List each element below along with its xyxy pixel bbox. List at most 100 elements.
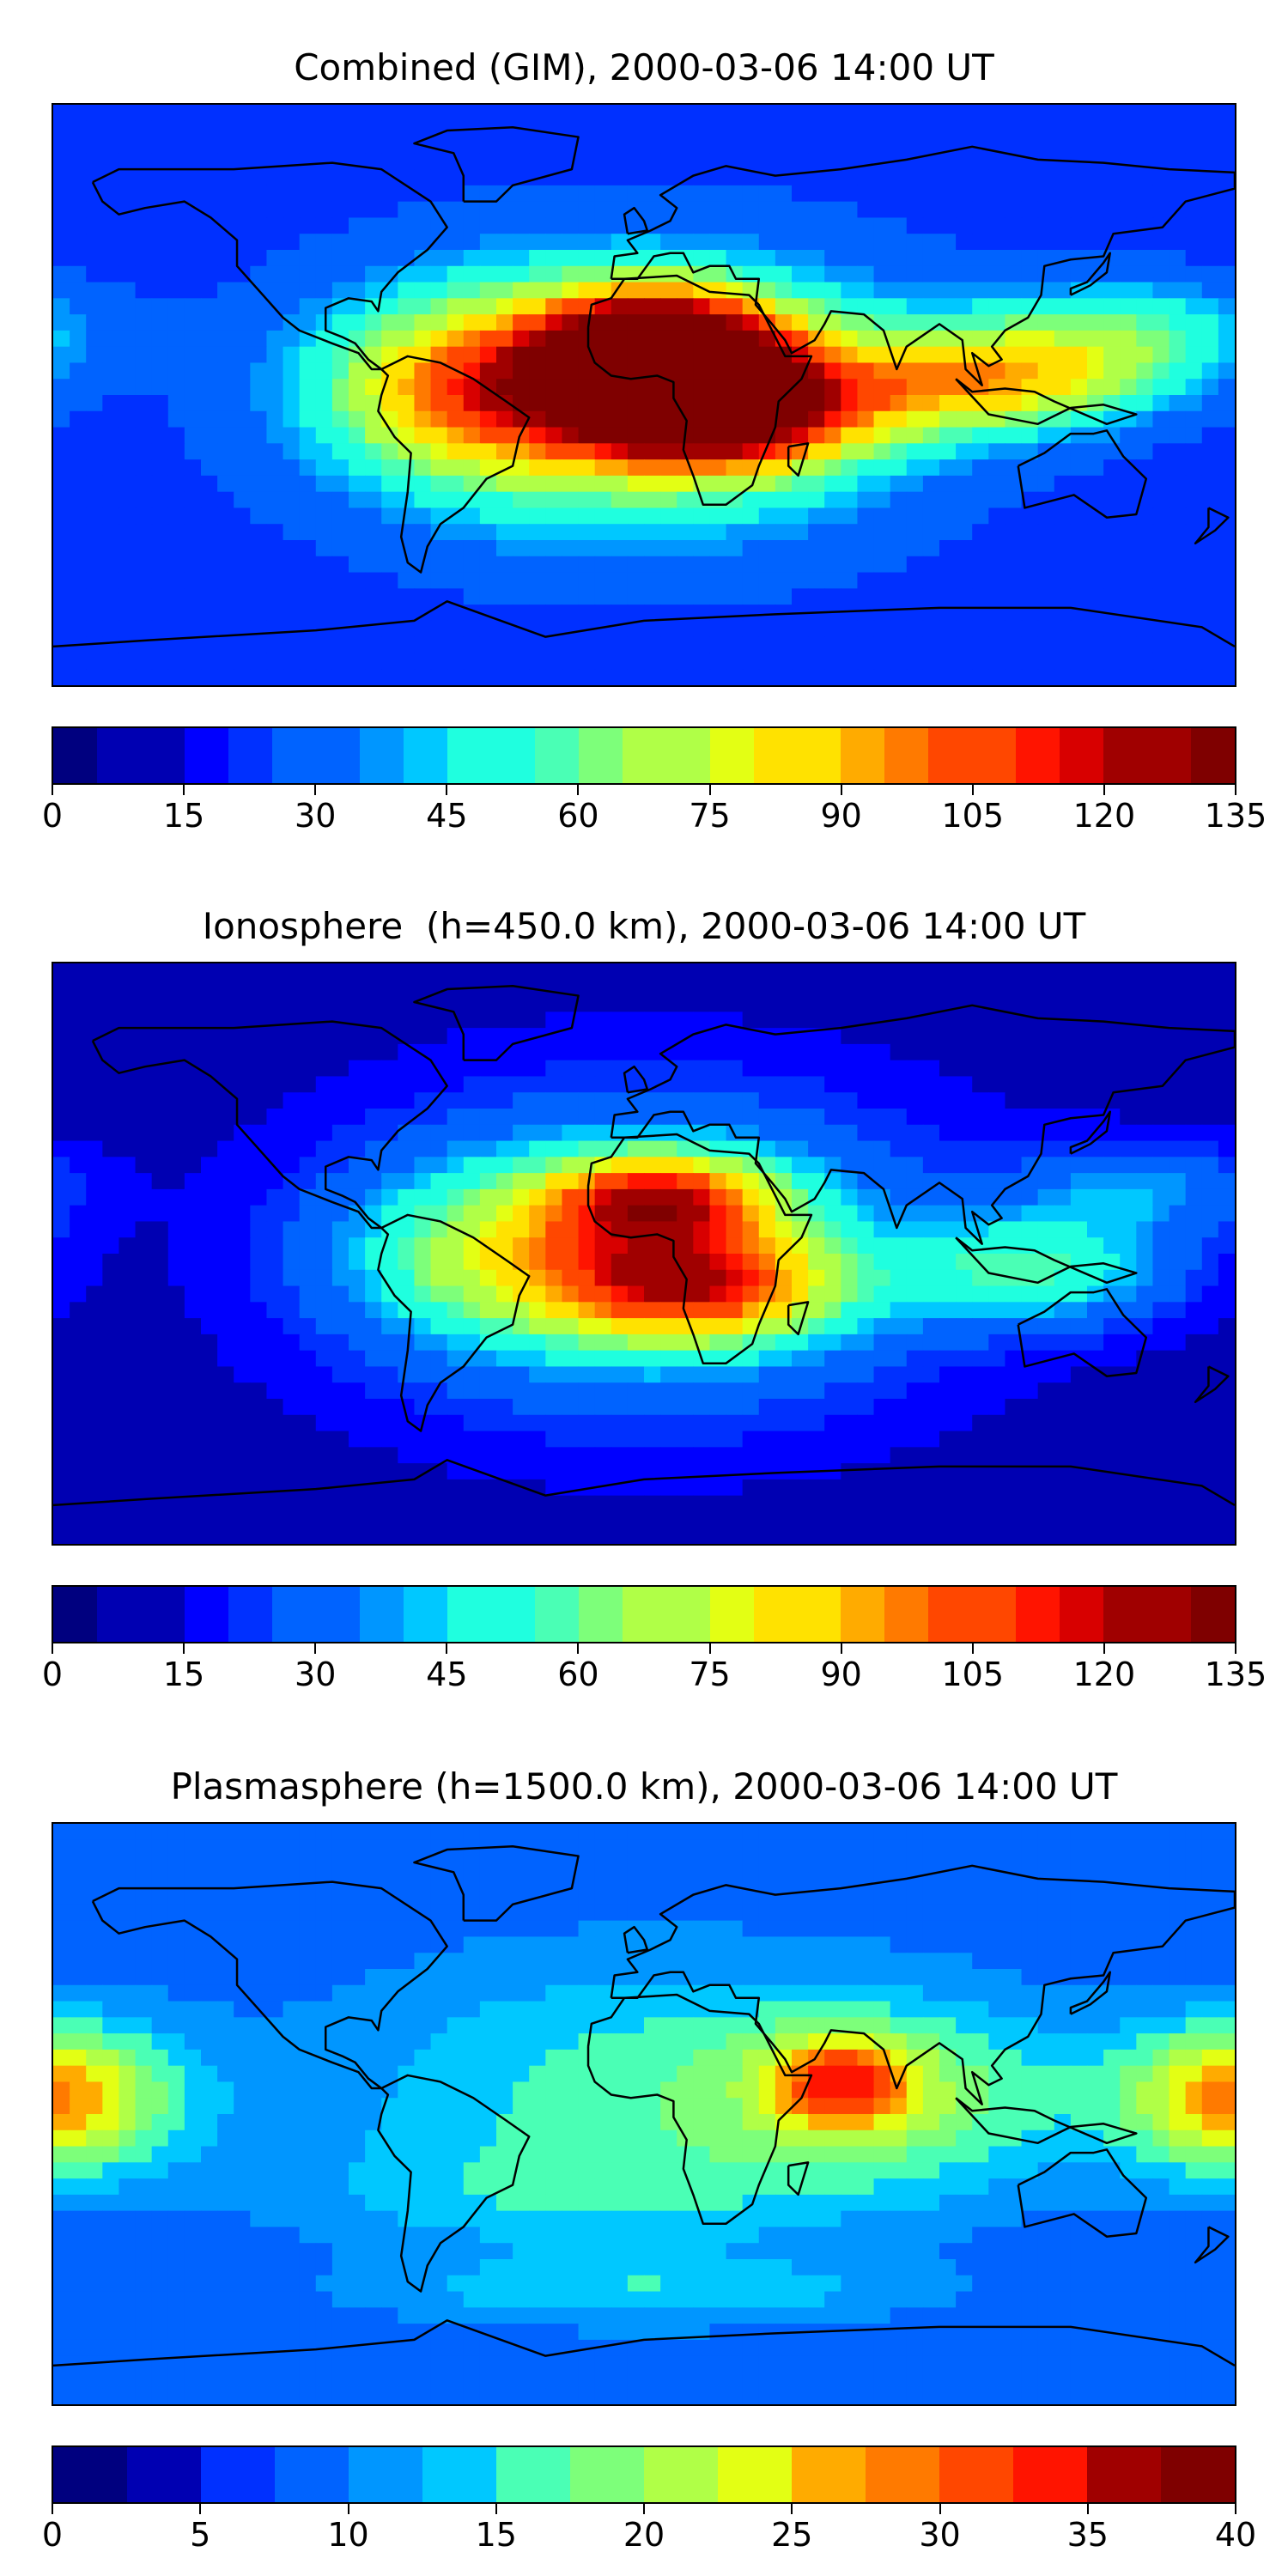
contour-cell bbox=[86, 669, 103, 685]
contour-cell bbox=[644, 507, 661, 525]
contour-cell bbox=[430, 1157, 448, 1174]
contour-cell bbox=[266, 330, 284, 348]
contour-cell bbox=[135, 1012, 153, 1029]
contour-cell bbox=[1103, 1140, 1121, 1157]
contour-cell bbox=[677, 995, 694, 1012]
contour-cell bbox=[283, 169, 301, 186]
contour-cell bbox=[1185, 1254, 1203, 1271]
contour-cell bbox=[693, 427, 711, 444]
contour-cell bbox=[167, 1414, 185, 1432]
colorbar-segment bbox=[972, 728, 1017, 783]
contour-cell bbox=[890, 362, 908, 380]
contour-cell bbox=[1087, 1399, 1104, 1416]
contour-cell bbox=[398, 298, 416, 315]
contour-cell bbox=[151, 234, 169, 251]
contour-cell bbox=[726, 1399, 744, 1416]
contour-cell bbox=[792, 1334, 809, 1352]
contour-cell bbox=[1169, 540, 1187, 557]
contour-cell bbox=[693, 410, 711, 428]
contour-cell bbox=[151, 1157, 169, 1174]
contour-cell bbox=[1218, 410, 1235, 428]
contour-cell bbox=[939, 282, 957, 299]
contour-cell bbox=[53, 137, 70, 154]
contour-cell bbox=[135, 507, 153, 525]
contour-cell bbox=[906, 459, 924, 477]
contour-cell bbox=[1185, 1188, 1203, 1206]
contour-cell bbox=[496, 963, 513, 981]
contour-cell bbox=[1120, 298, 1137, 315]
contour-cell bbox=[742, 459, 760, 477]
contour-cell bbox=[1152, 105, 1170, 122]
contour-cell bbox=[447, 1318, 465, 1335]
contour-cell bbox=[1218, 379, 1235, 396]
contour-cell bbox=[775, 588, 793, 605]
contour-cell bbox=[890, 120, 908, 138]
contour-cell bbox=[890, 314, 908, 331]
contour-cell bbox=[299, 669, 317, 685]
contour-cell bbox=[939, 556, 957, 574]
contour-cell bbox=[118, 185, 137, 203]
contour-cell bbox=[660, 234, 677, 251]
contour-cell bbox=[1201, 120, 1219, 138]
contour-cell bbox=[972, 1382, 989, 1400]
colorbar-segment bbox=[1147, 728, 1192, 783]
contour-cell bbox=[726, 234, 744, 251]
contour-cell bbox=[1021, 282, 1039, 299]
contour-cell bbox=[808, 1205, 825, 1223]
contour-cell bbox=[693, 1205, 711, 1223]
contour-cell bbox=[742, 1463, 760, 1480]
contour-cell bbox=[611, 1334, 629, 1352]
contour-cell bbox=[775, 1076, 793, 1093]
contour-cell bbox=[1070, 330, 1088, 348]
contour-cell bbox=[972, 201, 989, 219]
contour-cell bbox=[447, 1092, 465, 1109]
contour-cell bbox=[118, 1463, 137, 1480]
contour-cell bbox=[1120, 459, 1137, 477]
contour-cell bbox=[742, 1447, 760, 1464]
contour-cell bbox=[988, 1318, 1006, 1335]
contour-cell bbox=[693, 1366, 711, 1383]
contour-cell bbox=[299, 1060, 317, 1078]
contour-cell bbox=[1054, 1366, 1072, 1383]
contour-cell bbox=[890, 1173, 908, 1190]
contour-cell bbox=[824, 1109, 841, 1126]
contour-cell bbox=[594, 105, 612, 122]
contour-cell bbox=[1103, 620, 1121, 638]
contour-cell bbox=[349, 1092, 366, 1109]
contour-cell bbox=[315, 314, 333, 331]
contour-cell bbox=[381, 1463, 398, 1480]
contour-cell bbox=[118, 1285, 137, 1303]
contour-cell bbox=[184, 1254, 202, 1271]
contour-cell bbox=[529, 217, 546, 234]
contour-cell bbox=[496, 314, 513, 331]
contour-cell bbox=[1037, 979, 1055, 997]
contour-cell bbox=[922, 169, 940, 186]
contour-cell bbox=[283, 1124, 301, 1142]
contour-cell bbox=[792, 1043, 809, 1061]
contour-cell bbox=[890, 1285, 908, 1303]
contour-cell bbox=[1021, 346, 1039, 364]
contour-cell bbox=[1120, 120, 1137, 138]
contour-cell bbox=[349, 185, 366, 203]
contour-cell bbox=[1152, 653, 1170, 670]
contour-cell bbox=[1054, 1076, 1072, 1093]
contour-cell bbox=[447, 1188, 465, 1206]
contour-cell bbox=[1120, 1318, 1137, 1335]
contour-cell bbox=[349, 620, 366, 638]
contour-cell bbox=[594, 1092, 612, 1109]
contour-cell bbox=[513, 605, 530, 622]
contour-cell bbox=[1185, 362, 1203, 380]
contour-cell bbox=[594, 556, 612, 574]
contour-cell bbox=[873, 1205, 891, 1223]
contour-cell bbox=[1087, 120, 1104, 138]
contour-cell bbox=[86, 1205, 103, 1223]
contour-cell bbox=[217, 1076, 234, 1093]
contour-cell bbox=[1054, 475, 1072, 493]
contour-cell bbox=[331, 1012, 349, 1029]
contour-cell bbox=[611, 491, 629, 509]
contour-cell bbox=[184, 1012, 202, 1029]
contour-cell bbox=[644, 605, 661, 622]
contour-cell bbox=[414, 1237, 432, 1255]
contour-cell bbox=[331, 588, 349, 605]
contour-cell bbox=[151, 1076, 169, 1093]
